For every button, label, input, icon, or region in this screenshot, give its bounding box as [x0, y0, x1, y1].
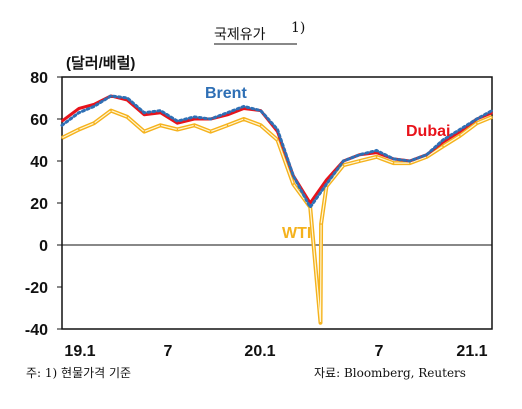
data-point-dubai	[61, 120, 63, 122]
data-point-wti	[126, 116, 129, 118]
data-point-wti	[292, 183, 295, 185]
chart-title: 국제유가	[214, 27, 266, 43]
data-point-brent	[459, 128, 461, 131]
data-point-brent	[143, 111, 145, 114]
series-line-dubai	[61, 94, 493, 205]
data-point-wti	[209, 130, 212, 133]
series-label-brent: Brent	[205, 85, 247, 102]
data-point-brent	[325, 183, 328, 185]
data-point-brent	[425, 153, 428, 156]
data-point-brent	[375, 149, 378, 152]
y-tick-label: 60	[30, 112, 48, 129]
data-point-brent	[392, 158, 395, 160]
data-point-dubai	[93, 103, 95, 106]
x-tick-label: 19.1	[64, 343, 95, 360]
data-point-wti	[409, 162, 411, 164]
data-point-wti	[392, 162, 395, 164]
data-point-brent	[159, 109, 162, 112]
data-point-wti	[176, 128, 179, 131]
y-tick-label: 0	[39, 238, 48, 255]
data-point-wti	[491, 116, 493, 118]
y-tick-label: 20	[30, 196, 48, 213]
data-point-brent	[292, 174, 295, 177]
data-point-brent	[110, 95, 112, 97]
x-tick-label: 7	[164, 343, 173, 360]
data-point-dubai	[226, 114, 229, 116]
data-point-wti	[320, 223, 322, 225]
data-point-wti	[358, 160, 361, 162]
data-point-brent	[78, 111, 80, 114]
series-label-wti: WTI	[282, 225, 311, 242]
data-point-wti	[110, 109, 112, 112]
data-point-wti	[476, 122, 478, 124]
data-point-wti	[259, 124, 262, 127]
data-point-wti	[319, 321, 322, 324]
data-point-wti	[93, 122, 95, 124]
data-point-brent	[491, 109, 493, 112]
data-point-brent	[226, 111, 229, 114]
data-point-brent	[358, 153, 361, 156]
data-point-brent	[276, 128, 279, 131]
data-point-brent	[209, 118, 212, 120]
data-point-wti	[193, 124, 196, 127]
data-point-dubai	[193, 118, 196, 120]
data-point-brent	[126, 97, 129, 99]
data-point-brent	[476, 118, 478, 120]
data-point-dubai	[159, 111, 162, 114]
data-point-wti	[226, 124, 229, 127]
data-point-brent	[342, 160, 345, 162]
data-point-brent	[309, 206, 312, 208]
data-point-wti	[78, 128, 80, 131]
data-point-dubai	[143, 114, 145, 116]
data-point-dubai	[176, 122, 179, 124]
y-tick-label: -20	[25, 280, 48, 297]
data-point-brent	[243, 105, 245, 108]
data-point-wti	[459, 135, 461, 137]
footnote-source: 자료: Bloomberg, Reuters	[314, 366, 466, 380]
x-tick-label: 21.1	[456, 343, 487, 360]
data-point-wti	[342, 164, 345, 166]
data-point-wti	[61, 137, 63, 139]
y-tick-label: 40	[30, 154, 48, 171]
data-point-brent	[442, 139, 444, 141]
footnote-left: 주: 1) 현물가격 기준	[26, 366, 131, 380]
data-point-brent	[409, 160, 411, 162]
x-tick-label: 20.1	[244, 343, 275, 360]
data-point-wti	[375, 156, 378, 158]
data-point-brent	[176, 120, 179, 122]
y-tick-label: -40	[25, 322, 48, 339]
series-label-dubai: Dubai	[406, 123, 450, 140]
data-point-brent	[93, 105, 95, 108]
data-point-brent	[61, 124, 63, 127]
series-line-wti	[61, 108, 493, 325]
data-point-dubai	[325, 179, 328, 181]
data-point-brent	[259, 109, 262, 112]
data-point-wti	[442, 145, 444, 148]
data-point-dubai	[78, 107, 80, 110]
data-point-wti	[159, 124, 162, 127]
data-point-wti	[143, 130, 145, 133]
data-point-wti	[243, 118, 245, 120]
data-point-brent	[193, 116, 196, 118]
x-tick-label: 7	[375, 343, 384, 360]
y-unit-label: (달러/배럴)	[66, 54, 135, 72]
chart-title-footnote: 1)	[291, 20, 305, 36]
series-line-brent	[60, 94, 494, 211]
data-point-wti	[276, 139, 279, 141]
y-tick-label: 80	[30, 70, 48, 87]
